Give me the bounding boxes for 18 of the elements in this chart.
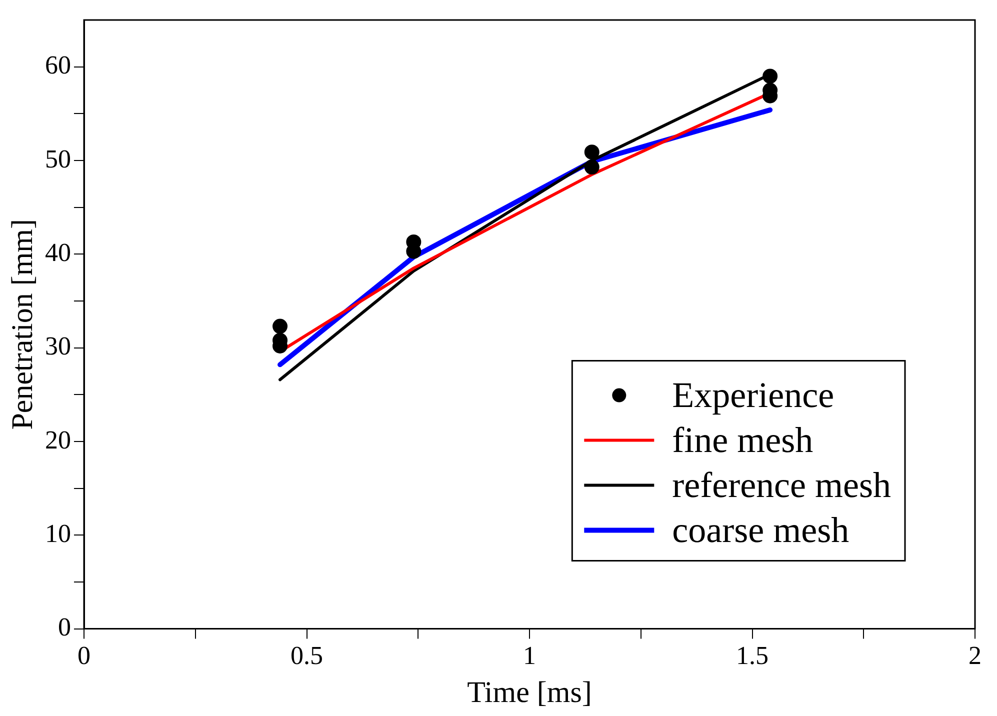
x-tick-label: 1.5 [736, 641, 768, 670]
y-tick-label: 0 [58, 612, 71, 642]
y-tick-label: 40 [45, 238, 71, 267]
legend-label: reference mesh [672, 464, 892, 505]
y-tick-label: 50 [45, 144, 71, 174]
y-tick-label: 10 [45, 518, 71, 548]
x-tick-label: 2 [968, 641, 982, 670]
legend-label: Experience [672, 374, 834, 415]
legend-label: coarse mesh [672, 510, 850, 550]
x-tick-label: 0 [78, 641, 90, 670]
x-tick-label: 1 [523, 641, 536, 670]
y-tick-label: 30 [45, 332, 71, 361]
x-tick-label: 0.5 [290, 641, 323, 670]
legend-label: fine mesh [672, 420, 814, 460]
x-axis-title: Time [ms] [467, 676, 592, 709]
y-axis-title: Penetration [mm] [6, 219, 39, 430]
y-tick-label: 20 [45, 425, 71, 454]
y-tick-label: 60 [45, 50, 71, 80]
